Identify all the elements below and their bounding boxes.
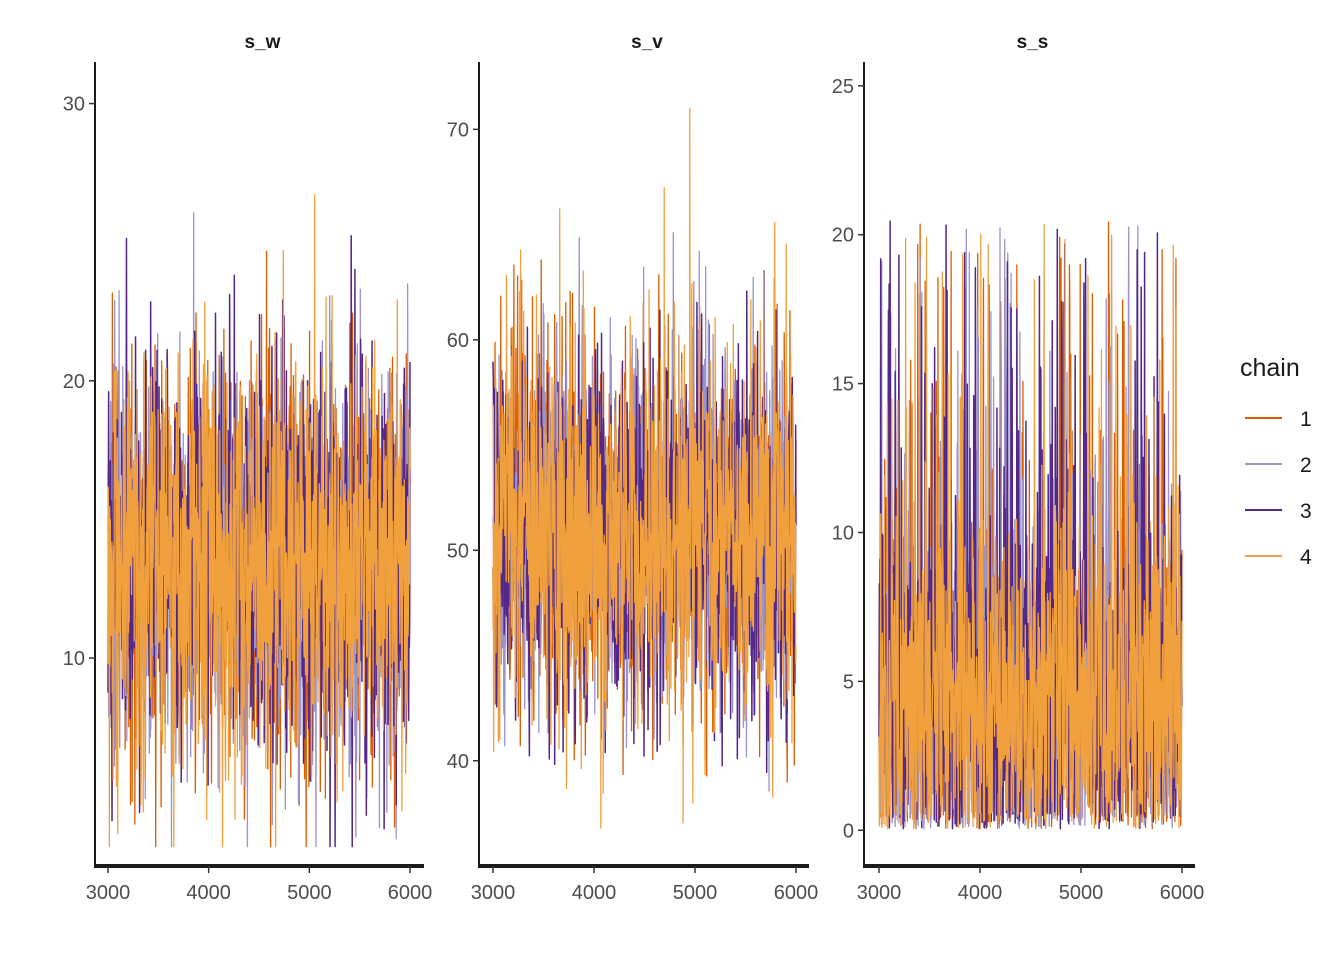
x-tick-label: 6000 [388,882,433,904]
panel-s-v: s_v 40 50 60 70 3000 4000 5000 6000 [447,32,819,904]
panel-title: s_v [631,32,663,53]
x-tick-label: 5000 [673,882,718,904]
y-tick-label: 50 [447,540,469,562]
y-tick-label: 30 [63,94,85,116]
x-tick-label: 3000 [857,882,902,904]
x-tick-label: 4000 [958,882,1003,904]
trace-lines [492,107,797,829]
x-tick-label: 6000 [774,882,819,904]
x-tick-label: 3000 [86,882,131,904]
legend-label: 2 [1300,454,1312,477]
chain-4-trace [492,107,797,829]
y-tick-label: 10 [63,648,85,670]
chain-4-trace [107,194,411,848]
panel-title: s_s [1017,32,1049,53]
y-tick-label: 5 [843,671,854,693]
x-tick-label: 3000 [471,882,516,904]
legend-title: chain [1240,354,1300,382]
chain-4-trace [878,223,1183,830]
y-tick-label: 60 [447,330,469,352]
trace-lines [107,194,411,848]
legend-label: 4 [1300,546,1312,569]
y-tick-label: 40 [447,751,469,773]
y-tick-label: 20 [832,225,854,247]
x-tick-label: 5000 [287,882,332,904]
legend-label: 1 [1300,408,1312,431]
y-tick-label: 15 [832,374,854,396]
y-tick-label: 70 [447,119,469,141]
legend-item-chain-4: 4 [1245,546,1312,569]
y-tick-label: 0 [843,820,854,842]
trace-lines [878,220,1183,830]
y-tick-label: 20 [63,371,85,393]
x-tick-label: 5000 [1059,882,1104,904]
y-tick-label: 10 [832,522,854,544]
panel-s-s: s_s 0 5 10 15 20 25 3000 4000 5000 6000 [832,32,1205,904]
y-tick-label: 25 [832,76,854,98]
x-tick-label: 4000 [186,882,231,904]
legend-item-chain-3: 3 [1245,500,1312,523]
legend-label: 3 [1300,500,1312,523]
panel-title: s_w [245,32,281,53]
panel-s-w: s_w 10 20 30 3000 4000 5000 6000 [63,32,433,904]
x-tick-label: 4000 [572,882,617,904]
legend-item-chain-1: 1 [1245,408,1312,431]
x-tick-label: 6000 [1160,882,1205,904]
legend-item-chain-2: 2 [1245,454,1312,477]
chain-legend: chain 1 2 3 4 [1240,354,1312,569]
